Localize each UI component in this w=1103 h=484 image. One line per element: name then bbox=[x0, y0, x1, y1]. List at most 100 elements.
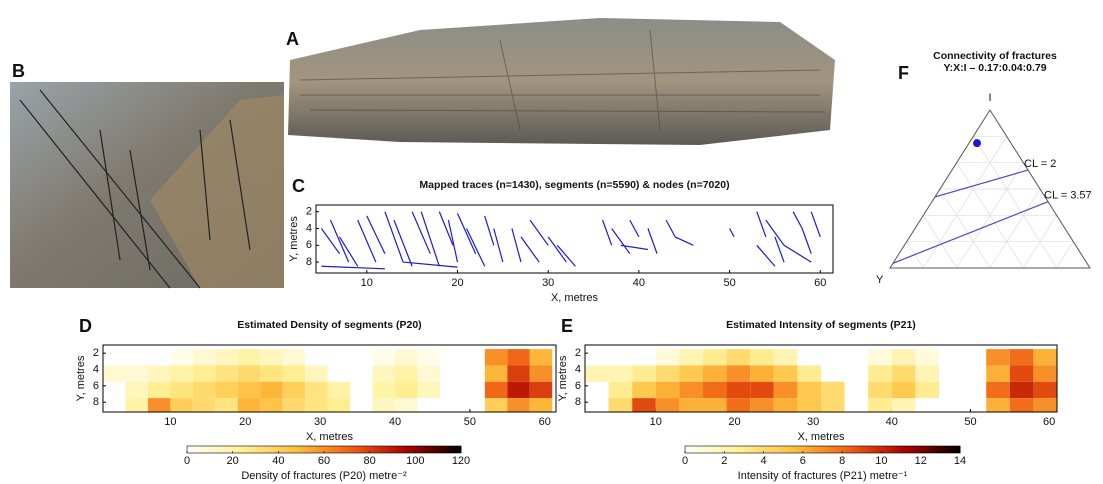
colorbar-tick-label: 2 bbox=[721, 455, 727, 467]
heatmap-cell bbox=[395, 349, 417, 365]
heatmap-cell bbox=[1010, 398, 1034, 412]
heatmap-cell bbox=[148, 398, 170, 412]
y-tick-label: 2 bbox=[575, 347, 581, 359]
colorbar-step bbox=[900, 446, 905, 453]
colorbar-step bbox=[214, 446, 219, 453]
fracture-trace bbox=[331, 220, 349, 262]
colorbar-step bbox=[356, 446, 361, 453]
vertex-label: I bbox=[988, 92, 991, 104]
heatmap-cell bbox=[417, 382, 439, 398]
heatmap-cell bbox=[892, 382, 916, 398]
heatmap-cell bbox=[986, 398, 1010, 412]
connectivity-label: CL = 2 bbox=[1024, 158, 1056, 170]
colorbar-tick-label: 0 bbox=[184, 455, 190, 467]
vertex-label: Y bbox=[876, 274, 884, 286]
heatmap-cell bbox=[373, 398, 395, 412]
colorbar-step bbox=[868, 446, 873, 453]
heatmap-cell bbox=[193, 398, 215, 412]
colorbar-step bbox=[919, 446, 924, 453]
colorbar-step bbox=[740, 446, 745, 453]
heatmap-cell bbox=[632, 398, 656, 412]
heatmap-cell bbox=[750, 398, 774, 412]
panel-label: F bbox=[898, 63, 909, 83]
heatmap-cell bbox=[797, 398, 821, 412]
heatmap-cell bbox=[1010, 365, 1034, 381]
heatmap-cell bbox=[260, 398, 282, 412]
colorbar-step bbox=[338, 446, 343, 453]
heatmap-cell bbox=[1010, 382, 1034, 398]
heatmap-cell bbox=[215, 365, 237, 381]
colorbar-step bbox=[887, 446, 892, 453]
heatmap-cell bbox=[395, 398, 417, 412]
heatmap-cell bbox=[283, 382, 305, 398]
heatmap-cell bbox=[986, 365, 1010, 381]
heatmap-cell bbox=[507, 349, 529, 365]
chart-title: Estimated Intensity of segments (P21) bbox=[726, 319, 916, 331]
colorbar-step bbox=[896, 446, 901, 453]
fracture-trace bbox=[630, 220, 639, 237]
figure: B A CMapped traces (n=1430), segments (n… bbox=[0, 0, 1103, 484]
colorbar-label: Density of fractures (P20) metre⁻² bbox=[241, 470, 407, 482]
colorbar-tick-label: 60 bbox=[318, 455, 330, 467]
colorbar-step bbox=[878, 446, 883, 453]
colorbar-step bbox=[703, 446, 708, 453]
colorbar-step bbox=[882, 446, 887, 453]
heatmap-cell bbox=[260, 382, 282, 398]
heatmap-cell bbox=[373, 365, 395, 381]
fracture-trace bbox=[457, 213, 475, 253]
x-tick-label: 20 bbox=[728, 416, 740, 428]
colorbar-step bbox=[699, 446, 704, 453]
panel-label: B bbox=[12, 61, 25, 81]
y-tick-label: 8 bbox=[93, 396, 99, 408]
colorbar-step bbox=[315, 446, 320, 453]
heatmap-cell bbox=[260, 349, 282, 365]
colorbar-step bbox=[942, 446, 947, 453]
colorbar-step bbox=[836, 446, 841, 453]
fracture-trace bbox=[485, 216, 494, 245]
colorbar-step bbox=[713, 446, 718, 453]
heatmap-cell bbox=[238, 349, 260, 365]
heatmap-cell bbox=[1010, 349, 1034, 365]
fracture-trace bbox=[811, 212, 820, 237]
panel-label: D bbox=[79, 316, 92, 336]
fracture-trace bbox=[530, 220, 548, 245]
colorbar-step bbox=[823, 446, 828, 453]
heatmap-cell bbox=[395, 382, 417, 398]
colorbar-step bbox=[758, 446, 763, 453]
heatmap-cell bbox=[679, 398, 703, 412]
colorbar-step bbox=[393, 446, 398, 453]
colorbar-step bbox=[777, 446, 782, 453]
x-tick-label: 10 bbox=[650, 416, 662, 428]
ternary-grid-line bbox=[973, 136, 1056, 268]
fracture-trace bbox=[557, 245, 575, 266]
colorbar-tick-label: 0 bbox=[682, 455, 688, 467]
colorbar-step bbox=[265, 446, 270, 453]
chart-title: Mapped traces (n=1430), segments (n=5590… bbox=[419, 179, 729, 191]
heatmap-cell bbox=[507, 365, 529, 381]
colorbar-tick-label: 120 bbox=[452, 455, 470, 467]
y-tick-label: 8 bbox=[306, 256, 312, 268]
colorbar-label: Intensity of fractures (P21) metre⁻¹ bbox=[738, 470, 908, 482]
heatmap-cell bbox=[507, 382, 529, 398]
fracture-trace bbox=[612, 229, 630, 254]
heatmap-cell bbox=[417, 365, 439, 381]
y-axis-label: Y, metres bbox=[557, 355, 569, 401]
heatmap-cell bbox=[530, 398, 552, 412]
fracture-trace bbox=[675, 237, 693, 245]
heatmap-cell bbox=[1033, 365, 1057, 381]
colorbar-step bbox=[749, 446, 754, 453]
heatmap-cell bbox=[727, 349, 751, 365]
fracture-trace bbox=[666, 220, 675, 237]
fracture-trace bbox=[603, 220, 612, 245]
y-tick-label: 4 bbox=[575, 363, 581, 375]
colorbar-step bbox=[324, 446, 329, 453]
colorbar-step bbox=[447, 446, 452, 453]
colorbar-step bbox=[237, 446, 242, 453]
fracture-trace bbox=[757, 212, 766, 237]
colorbar-step bbox=[694, 446, 699, 453]
colorbar-step bbox=[841, 446, 846, 453]
colorbar-step bbox=[891, 446, 896, 453]
heatmap-cell bbox=[305, 398, 327, 412]
heatmap-cell bbox=[193, 365, 215, 381]
colorbar-step bbox=[745, 446, 750, 453]
